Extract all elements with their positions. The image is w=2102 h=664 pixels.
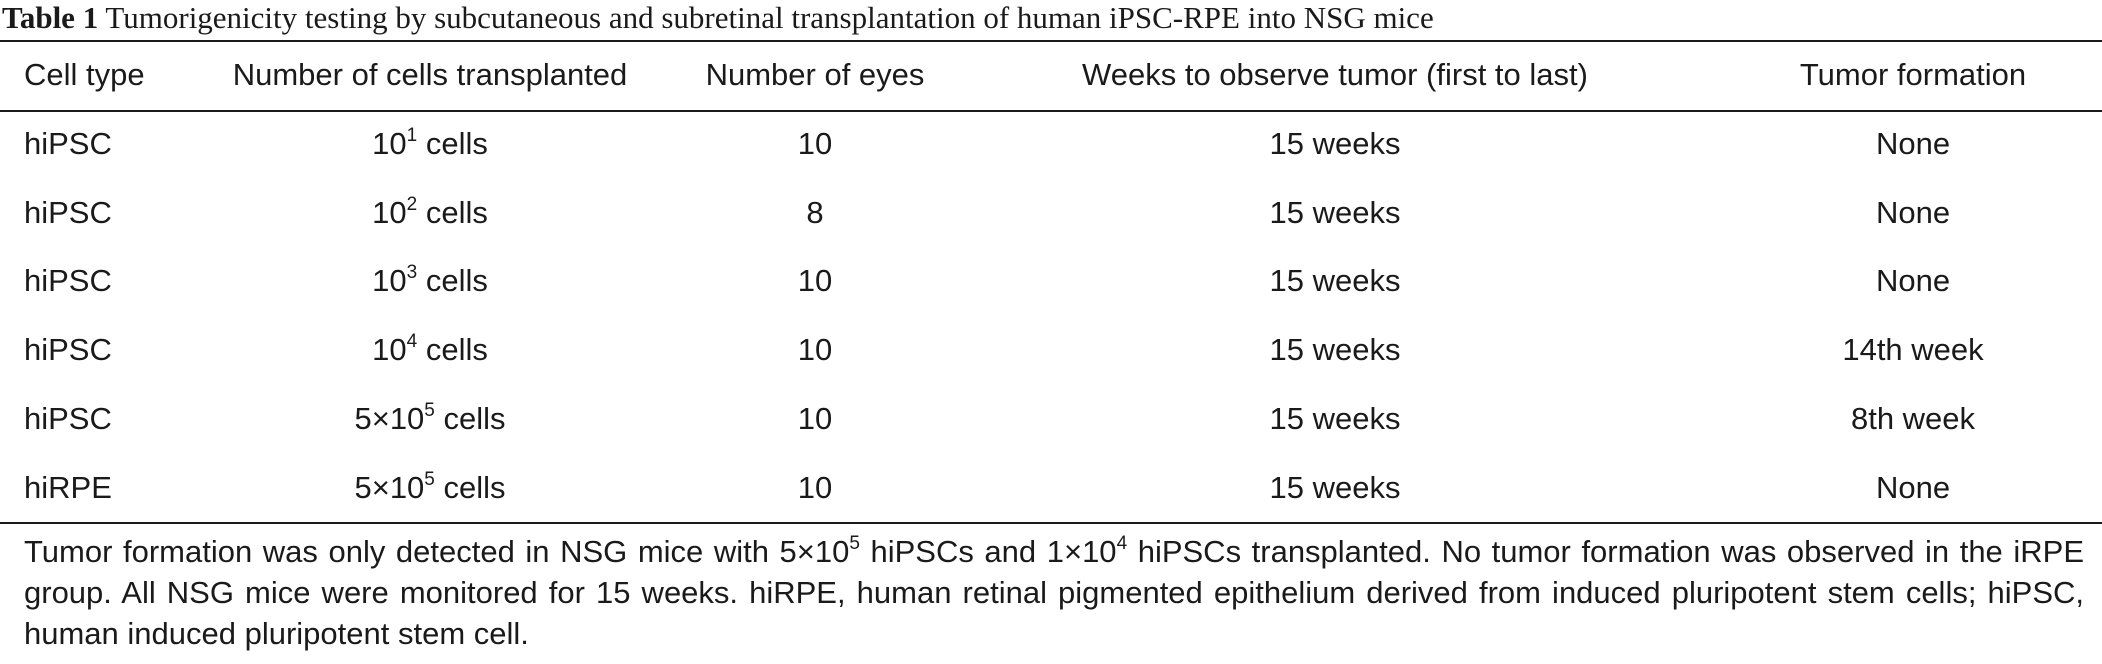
weeks-observed: 15 weeks <box>1269 126 1401 161</box>
cell-type: hiPSC <box>24 332 112 367</box>
weeks-observed: 15 weeks <box>1269 263 1401 298</box>
tumor-formation: None <box>1875 470 1951 505</box>
cells-transplanted: 103 cells <box>372 261 488 298</box>
cell-type: hiPSC <box>24 126 112 161</box>
table-title: Tumorigenicity testing by subcutaneous a… <box>105 0 1434 35</box>
tumor-formation: None <box>1875 126 1951 161</box>
cells-transplanted: 5×105 cells <box>354 468 506 505</box>
table-top-rule <box>0 40 2102 42</box>
weeks-observed: 15 weeks <box>1269 401 1401 436</box>
tumor-formation: None <box>1875 195 1951 230</box>
tumor-formation: 14th week <box>1842 332 1984 367</box>
weeks-observed: 15 weeks <box>1269 470 1401 505</box>
weeks-observed: 15 weeks <box>1269 332 1401 367</box>
cells-transplanted: 104 cells <box>372 330 488 367</box>
cells-transplanted: 101 cells <box>372 124 488 161</box>
table-header-rule <box>0 110 2102 112</box>
cells-transplanted: 102 cells <box>372 193 488 230</box>
table-label: Table 1 <box>2 0 99 35</box>
eyes-count: 10 <box>797 470 833 505</box>
tumor-formation: 8th week <box>1850 401 1976 436</box>
cell-type: hiPSC <box>24 401 112 436</box>
eyes-count: 10 <box>797 332 833 367</box>
weeks-observed: 15 weeks <box>1269 195 1401 230</box>
table-bottom-rule <box>0 522 2102 524</box>
tumor-formation: None <box>1875 263 1951 298</box>
header-tumor-formation: Tumor formation <box>1799 57 2027 92</box>
header-cell-type: Cell type <box>24 57 145 92</box>
header-weeks: Weeks to observe tumor (first to last) <box>1082 57 1588 92</box>
cell-type: hiPSC <box>24 263 112 298</box>
eyes-count: 8 <box>806 195 824 230</box>
eyes-count: 10 <box>797 126 833 161</box>
header-cells-transplanted: Number of cells transplanted <box>232 57 628 92</box>
cell-type: hiRPE <box>24 470 112 505</box>
eyes-count: 10 <box>797 263 833 298</box>
table-caption: Table 1 Tumorigenicity testing by subcut… <box>2 0 1434 36</box>
header-eyes: Number of eyes <box>705 57 925 92</box>
table-footnote: Tumor formation was only detected in NSG… <box>24 532 2084 651</box>
eyes-count: 10 <box>797 401 833 436</box>
cells-transplanted: 5×105 cells <box>354 399 506 436</box>
cell-type: hiPSC <box>24 195 112 230</box>
